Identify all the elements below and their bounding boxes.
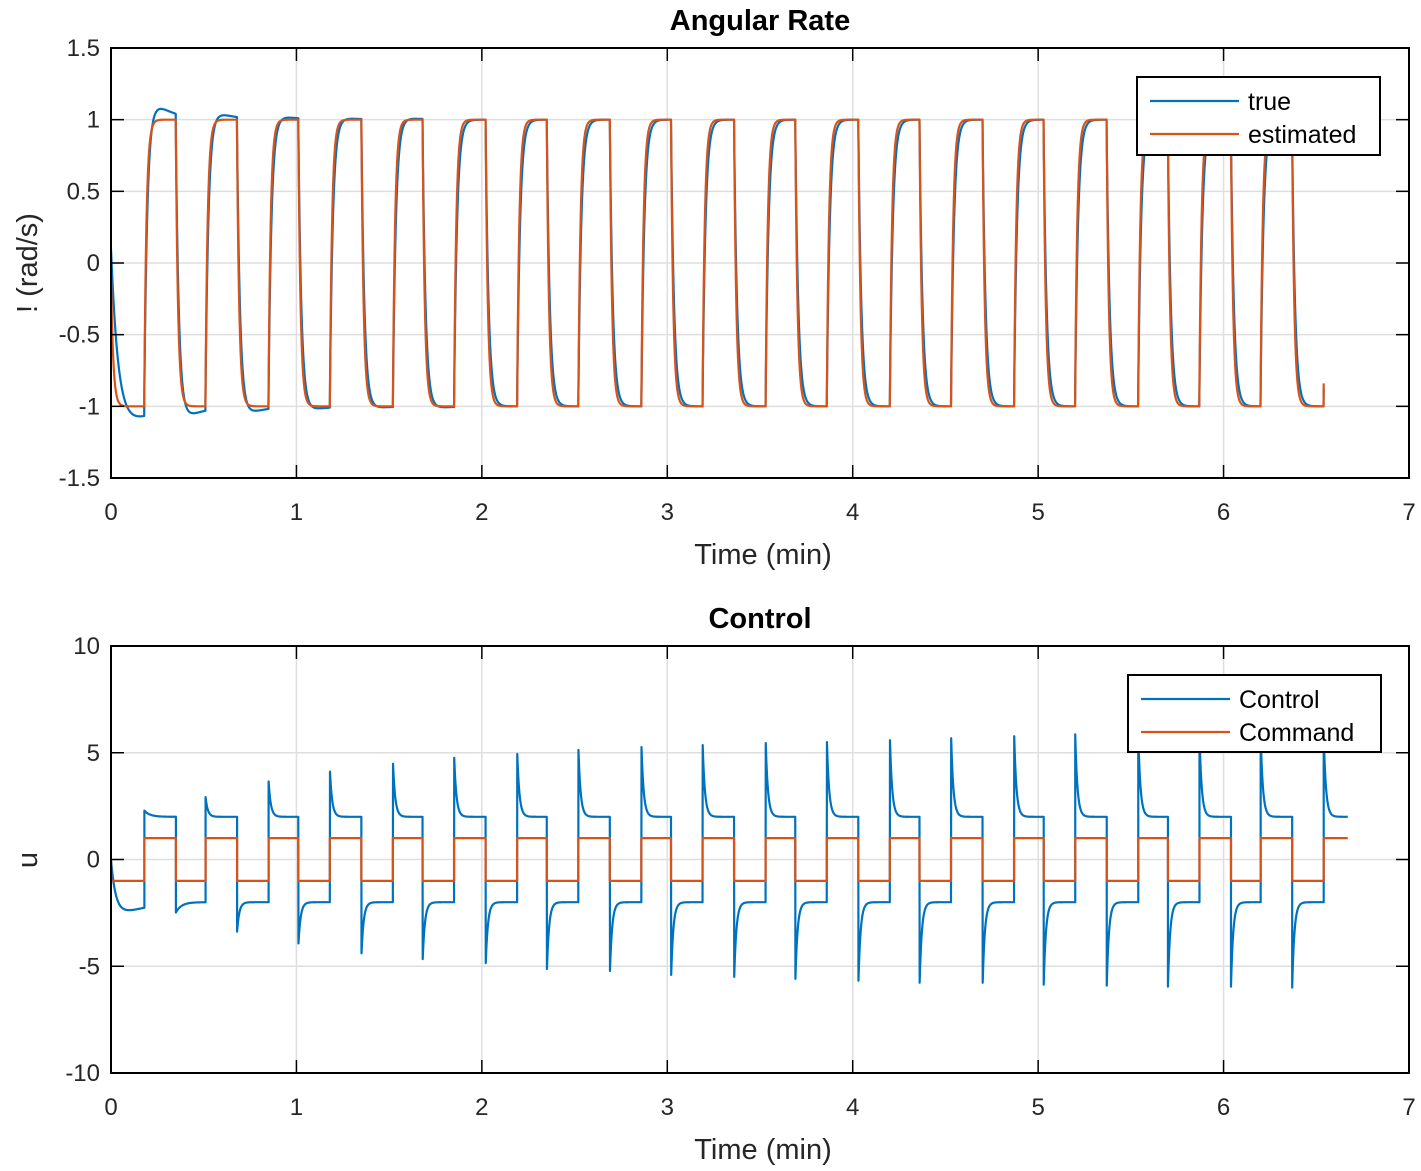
control-ylabel: u	[12, 852, 44, 868]
angular-rate-y-tick-label: -0.5	[59, 322, 100, 349]
control-legend-label-command: Command	[1239, 719, 1354, 747]
angular-rate-y-tick-label: -1.5	[59, 465, 100, 492]
angular-rate-ylabel: ! (rad/s)	[12, 213, 44, 313]
angular-rate-y-tick-label: 1.5	[67, 35, 100, 62]
angular-rate-x-tick-label: 1	[290, 499, 303, 526]
control-y-tick-label: -10	[65, 1060, 100, 1087]
angular-rate-y-tick-label: -1	[79, 393, 100, 420]
angular-rate-series-estimated	[111, 118, 1325, 408]
control-x-tick-label: 0	[104, 1094, 117, 1121]
control-legend-box	[1127, 674, 1382, 753]
control-y-tick-label: 5	[87, 740, 100, 767]
control-series-command	[111, 837, 1348, 882]
angular-rate-x-tick-label: 2	[475, 499, 488, 526]
angular-rate-x-tick-label: 0	[104, 499, 117, 526]
control-y-tick-label: 10	[73, 633, 100, 660]
angular-rate-x-tick-label: 4	[846, 499, 859, 526]
angular-rate-legend-label-estimated: estimated	[1248, 121, 1356, 149]
angular-rate-x-tick-label: 3	[661, 499, 674, 526]
angular-rate-legend-box	[1136, 76, 1381, 156]
control-series-control	[111, 733, 1349, 989]
angular-rate-axes: Angular Rate Time (min) ! (rad/s) 0 1 2 3 4 5…	[12, 5, 1416, 571]
control-x-tick-label: 4	[846, 1094, 859, 1121]
angular-rate-xlabel: Time (min)	[694, 539, 831, 571]
control-x-tick-label: 5	[1031, 1094, 1044, 1121]
control-axes: Control Time (min) u 0 1 2 3 4 5 6 7 -10 -5 0 5 10 Co…	[12, 603, 1416, 1166]
control-x-tick-label: 7	[1402, 1094, 1415, 1121]
control-xlabel: Time (min)	[694, 1134, 831, 1166]
control-y-tick-label: 0	[87, 847, 100, 874]
angular-rate-title: Angular Rate	[670, 5, 850, 37]
angular-rate-legend: true estimated	[1136, 76, 1381, 156]
control-x-tick-label: 3	[661, 1094, 674, 1121]
angular-rate-y-tick-label: 1	[87, 107, 100, 134]
control-title: Control	[708, 603, 811, 635]
control-x-tick-label: 1	[290, 1094, 303, 1121]
angular-rate-x-tick-label: 5	[1031, 499, 1044, 526]
angular-rate-series-true	[111, 107, 1325, 418]
control-x-tick-label: 6	[1217, 1094, 1230, 1121]
control-x-tick-label: 2	[475, 1094, 488, 1121]
angular-rate-legend-label-true: true	[1248, 88, 1291, 116]
control-y-tick-label: -5	[79, 953, 100, 980]
angular-rate-y-tick-label: 0.5	[67, 178, 100, 205]
control-legend-label-control: Control	[1239, 686, 1320, 714]
angular-rate-x-tick-label: 6	[1217, 499, 1230, 526]
control-legend: Control Command	[1127, 674, 1382, 753]
angular-rate-x-tick-label: 7	[1402, 499, 1415, 526]
angular-rate-y-tick-label: 0	[87, 250, 100, 277]
